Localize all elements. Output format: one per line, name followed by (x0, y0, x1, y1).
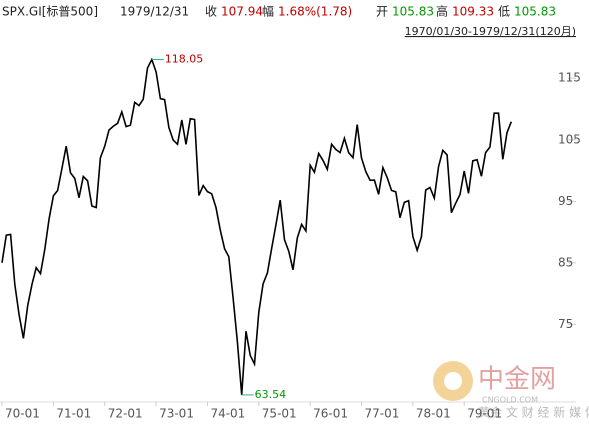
close: 107.94 (221, 5, 263, 19)
range[interactable]: 1970/01/30-1979/12/31(120月) (405, 25, 576, 38)
high: 109.33 (452, 5, 494, 19)
x-tick-label: 75-01 (262, 407, 297, 421)
open-label: 开 (376, 5, 388, 19)
change: 1.68%(1.78) (278, 5, 352, 19)
min-label: 63.54 (255, 388, 287, 401)
y-tick-label: 85 (558, 255, 573, 269)
x-tick-label: 77-01 (365, 407, 400, 421)
date: 1979/12/31 (120, 5, 189, 19)
watermark-name: 中金网 (478, 365, 556, 395)
watermark: 中金网 CNGOLD.COM 黄金 文 财 经 新 媒 体 (433, 361, 589, 420)
x-tick-label: 76-01 (313, 407, 348, 421)
y-tick-label: 95 (558, 194, 573, 208)
symbol: SPX.GI[标普500] (2, 5, 98, 19)
x-tick-label: 72-01 (108, 407, 143, 421)
max-label: 118.05 (165, 52, 204, 65)
watermark-slogan: 黄金 文 财 经 新 媒 体 (478, 405, 589, 420)
close-label: 收 (205, 5, 217, 19)
y-tick-label: 115 (558, 71, 581, 85)
y-tick-label: 75 (558, 317, 573, 331)
x-tick-label: 79-01 (467, 407, 502, 421)
x-tick-label: 70-01 (5, 407, 40, 421)
low-label: 低 (498, 5, 510, 19)
high-label: 高 (436, 4, 448, 19)
low: 105.83 (514, 5, 556, 19)
change-label: 幅 (262, 4, 274, 19)
x-tick-label: 78-01 (416, 407, 451, 421)
open: 105.83 (392, 5, 434, 19)
watermark-site: CNGOLD.COM (482, 396, 538, 405)
x-tick-label: 73-01 (159, 407, 194, 421)
price-line (1, 57, 513, 395)
x-tick-label: 71-01 (56, 407, 91, 421)
y-tick-label: 105 (558, 132, 581, 146)
watermark-logo-inner (444, 372, 462, 390)
watermark-logo (433, 361, 473, 401)
x-tick-label: 74-01 (210, 407, 245, 421)
